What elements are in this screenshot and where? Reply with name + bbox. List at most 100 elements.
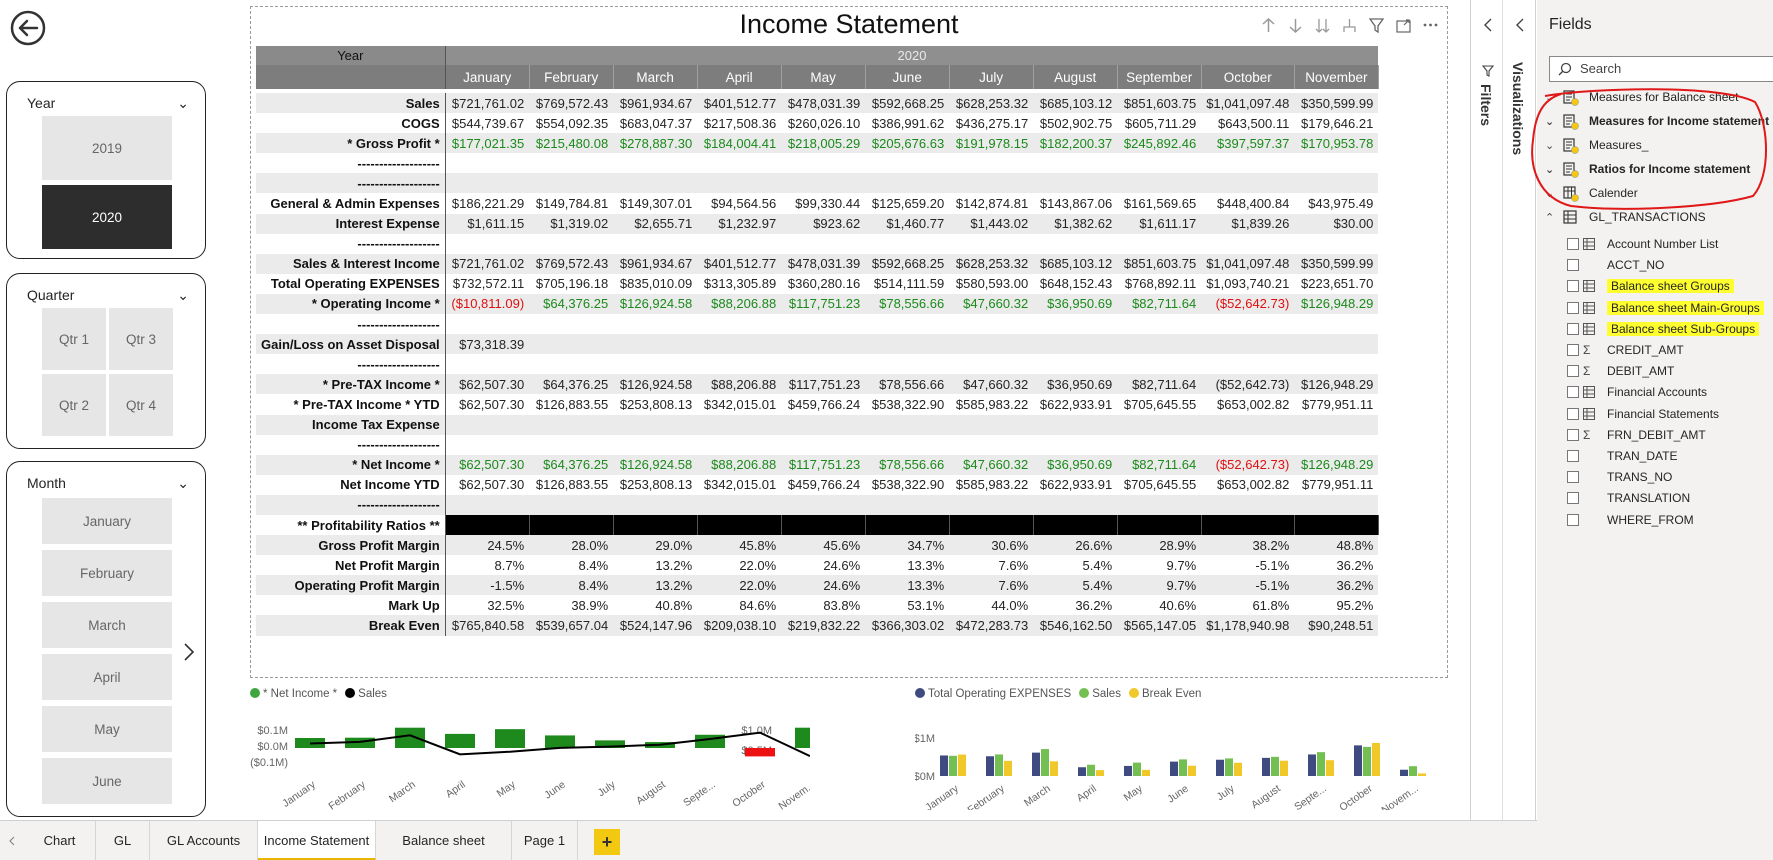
bar[interactable]: [1188, 765, 1196, 776]
bar[interactable]: [986, 756, 994, 776]
bar[interactable]: [1317, 752, 1325, 776]
month-column-header[interactable]: January: [445, 65, 530, 89]
bar[interactable]: [940, 755, 948, 776]
bar[interactable]: [1170, 761, 1178, 776]
quarter-option-qtr1[interactable]: Qtr 1: [42, 308, 106, 370]
field-checkbox[interactable]: [1567, 513, 1579, 526]
bar[interactable]: [1354, 745, 1362, 776]
field-checkbox[interactable]: [1567, 428, 1579, 441]
bar[interactable]: [1363, 746, 1371, 776]
year-option-2020[interactable]: 2020: [42, 185, 172, 249]
field-checkbox[interactable]: [1567, 280, 1579, 293]
bar[interactable]: [1133, 762, 1141, 776]
net-income-sales-chart[interactable]: * Net Income * Sales $0.1M $0.0M ($0.1M) $1…: [250, 688, 810, 810]
net-income-bar[interactable]: [345, 737, 375, 748]
bar[interactable]: [1142, 769, 1150, 776]
chevron-up-icon[interactable]: ⌃: [1545, 211, 1555, 224]
filters-label[interactable]: Filters: [1478, 84, 1494, 127]
chevron-down-icon[interactable]: ⌄: [1545, 91, 1555, 104]
bar[interactable]: [1326, 760, 1334, 776]
chevron-down-icon[interactable]: ⌄: [1545, 139, 1555, 152]
tab-scroll-left-icon[interactable]: [8, 836, 16, 846]
field-checkbox[interactable]: [1567, 322, 1579, 335]
field-table[interactable]: ⌄ Measures_: [1545, 134, 1648, 156]
bar[interactable]: [1308, 754, 1316, 776]
field-checkbox[interactable]: [1567, 365, 1579, 378]
bar[interactable]: [1262, 757, 1270, 776]
net-income-bar[interactable]: [795, 727, 810, 748]
field-item[interactable]: Financial Accounts: [1567, 381, 1707, 403]
month-option[interactable]: June: [42, 758, 172, 804]
bar[interactable]: [1216, 759, 1224, 776]
bar[interactable]: [1087, 764, 1095, 776]
bar[interactable]: [1004, 760, 1012, 776]
field-checkbox[interactable]: [1567, 259, 1579, 272]
sales-line[interactable]: [309, 731, 810, 757]
page-tab[interactable]: Balance sheet: [376, 821, 512, 860]
chevron-down-icon[interactable]: ⌄: [1545, 187, 1555, 200]
bar[interactable]: [1032, 752, 1040, 776]
bar[interactable]: [958, 754, 966, 776]
bar[interactable]: [1225, 758, 1233, 776]
bar[interactable]: [1041, 749, 1049, 776]
field-item[interactable]: TRANSLATION: [1567, 487, 1690, 509]
chevron-down-icon[interactable]: ⌄: [177, 474, 189, 491]
field-item[interactable]: TRAN_DATE: [1567, 445, 1677, 467]
net-income-bar[interactable]: [395, 727, 425, 748]
field-checkbox[interactable]: [1567, 238, 1579, 250]
month-column-header[interactable]: April: [697, 65, 782, 89]
field-item[interactable]: Balance sheet Main-Groups: [1567, 297, 1764, 319]
expand-all-down-icon[interactable]: [1314, 17, 1331, 34]
income-statement-matrix-visual[interactable]: Income Statement Year 2020 January February…: [250, 6, 1448, 678]
focus-mode-icon[interactable]: [1395, 17, 1412, 34]
chevron-down-icon[interactable]: ⌄: [1545, 115, 1555, 128]
month-column-header[interactable]: August: [1033, 65, 1118, 89]
net-income-bar[interactable]: [545, 735, 575, 748]
bar[interactable]: [1280, 760, 1288, 776]
month-option[interactable]: May: [42, 706, 172, 752]
month-option[interactable]: March: [42, 602, 172, 648]
expand-hierarchy-icon[interactable]: [1341, 17, 1358, 34]
bar[interactable]: [1124, 765, 1132, 776]
field-item[interactable]: Σ DEBIT_AMT: [1567, 360, 1674, 382]
bar[interactable]: [1400, 769, 1408, 776]
quarter-option-qtr3[interactable]: Qtr 3: [109, 308, 173, 370]
net-income-bar[interactable]: [495, 729, 525, 748]
field-checkbox[interactable]: [1567, 492, 1579, 505]
field-checkbox[interactable]: [1567, 450, 1579, 462]
visualizations-pane[interactable]: Visualizations: [1503, 0, 1536, 820]
field-item[interactable]: Financial Statements: [1567, 403, 1719, 425]
chevron-right-icon[interactable]: [183, 642, 195, 662]
month-column-header[interactable]: February: [529, 65, 614, 89]
field-item[interactable]: ACCT_NO: [1567, 254, 1664, 276]
month-column-header[interactable]: May: [781, 65, 866, 89]
month-column-header[interactable]: November: [1294, 65, 1379, 89]
bar[interactable]: [995, 754, 1003, 776]
bar[interactable]: [1372, 742, 1380, 776]
bar[interactable]: [1409, 766, 1417, 776]
bar[interactable]: [1078, 767, 1086, 776]
collapse-chevron-icon[interactable]: [1483, 18, 1493, 32]
bar[interactable]: [1050, 761, 1058, 776]
month-option[interactable]: January: [42, 498, 172, 544]
quarter-option-qtr2[interactable]: Qtr 2: [42, 374, 106, 436]
drill-down-icon[interactable]: [1287, 17, 1304, 34]
bar[interactable]: [1271, 756, 1279, 776]
field-item[interactable]: TRANS_NO: [1567, 466, 1672, 488]
field-item[interactable]: Account Number List: [1567, 233, 1718, 255]
drill-up-icon[interactable]: [1260, 17, 1277, 34]
month-column-header[interactable]: September: [1117, 65, 1202, 89]
field-item[interactable]: Balance sheet Groups: [1567, 275, 1734, 297]
quarter-option-qtr4[interactable]: Qtr 4: [109, 374, 173, 436]
month-column-header[interactable]: March: [613, 65, 698, 89]
page-tab[interactable]: Income Statement: [258, 821, 376, 860]
month-option[interactable]: April: [42, 654, 172, 700]
field-checkbox[interactable]: [1567, 407, 1579, 420]
field-table[interactable]: ⌄ Calender: [1545, 182, 1638, 204]
month-column-header[interactable]: October: [1201, 65, 1295, 89]
net-income-bar[interactable]: [445, 733, 475, 748]
page-tab[interactable]: GL: [96, 821, 150, 860]
bar[interactable]: [1179, 759, 1187, 776]
month-option[interactable]: February: [42, 550, 172, 596]
bar[interactable]: [1096, 770, 1104, 776]
